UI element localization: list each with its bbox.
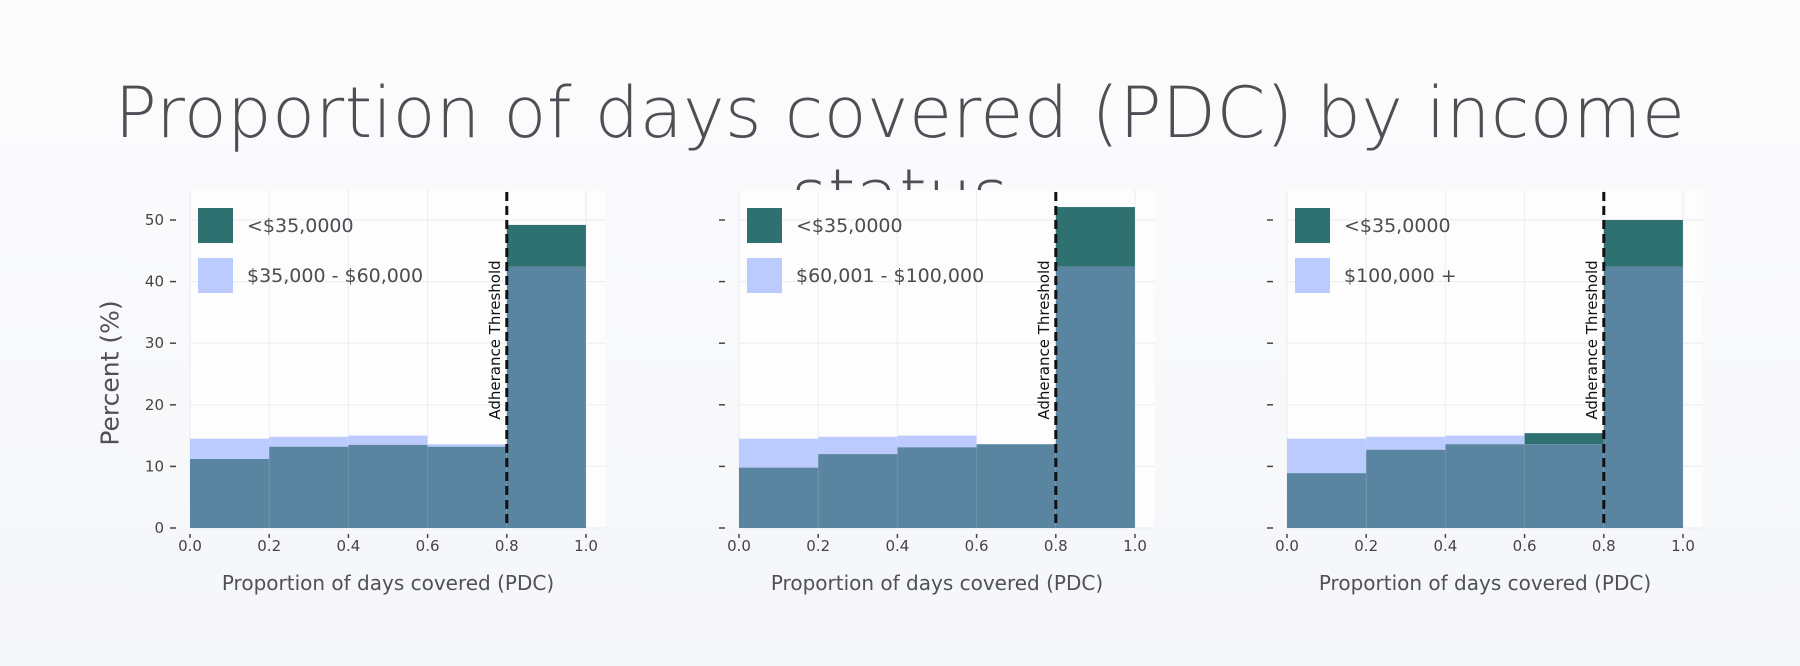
bar-overlap xyxy=(818,454,898,528)
x-tick-label: 0.4 xyxy=(336,537,360,555)
legend-label-comparison: $35,000 - $60,000 xyxy=(247,265,423,287)
bar-comparison-excess xyxy=(739,438,819,468)
bar-primary-excess xyxy=(1055,207,1135,267)
bar-primary-excess xyxy=(506,224,586,267)
x-tick-label: 0.0 xyxy=(1275,537,1299,555)
legend-swatch-comparison xyxy=(747,258,782,293)
bar-overlap xyxy=(1524,444,1604,528)
bar-primary-excess xyxy=(1603,220,1683,267)
bar-overlap xyxy=(739,467,819,528)
bar-overlap xyxy=(348,444,428,528)
x-axis-label: Proportion of days covered (PDC) xyxy=(771,571,1103,595)
bar-overlap xyxy=(427,446,507,528)
x-tick-label: 0.2 xyxy=(1354,537,1378,555)
bar-comparison-excess xyxy=(269,436,349,447)
y-tick-label: 50 xyxy=(145,211,164,229)
adherence-threshold-label: Adherance Threshold xyxy=(486,260,504,419)
bar-overlap xyxy=(269,446,349,528)
panel-3: Adherance Threshold 0.0 0.2 0.4 0.6 0.8 1.0 Pro… xyxy=(1267,190,1703,595)
bar-overlap xyxy=(506,266,586,528)
x-tick-label: 0.4 xyxy=(885,537,909,555)
bar-overlap xyxy=(1287,473,1367,528)
legend-swatch-primary xyxy=(1295,208,1330,243)
legend-label-primary: <$35,0000 xyxy=(1344,215,1451,237)
legend-swatch-primary xyxy=(747,208,782,243)
bar-primary-excess xyxy=(1524,433,1604,445)
legend: <$35,0000 $60,001 - $100,000 xyxy=(747,208,984,293)
bar-overlap xyxy=(976,444,1056,528)
y-tick-label: 30 xyxy=(145,334,164,352)
panel-1: Adherance Threshold 0 10 20 30 40 50 0.0 0.2 0.4 0… xyxy=(145,190,606,595)
legend-label-primary: <$35,0000 xyxy=(796,215,903,237)
bar-overlap xyxy=(1366,449,1446,528)
bar-comparison-excess xyxy=(1445,435,1525,445)
x-tick-label: 0.8 xyxy=(495,537,519,555)
y-tick-label: 20 xyxy=(145,396,164,414)
bar-comparison-excess xyxy=(818,436,898,455)
x-tick-label: 1.0 xyxy=(574,537,598,555)
legend-swatch-comparison xyxy=(1295,258,1330,293)
bar-overlap xyxy=(1603,266,1683,528)
adherence-threshold-label: Adherance Threshold xyxy=(1583,260,1601,419)
y-tick-label: 0 xyxy=(154,519,164,537)
x-tick-label: 0.8 xyxy=(1044,537,1068,555)
legend-label-primary: <$35,0000 xyxy=(247,215,354,237)
legend: <$35,0000 $35,000 - $60,000 xyxy=(198,208,423,293)
legend-label-comparison: $60,001 - $100,000 xyxy=(796,265,984,287)
bar-overlap xyxy=(897,447,977,528)
x-tick-label: 0.6 xyxy=(965,537,989,555)
y-tick-label: 10 xyxy=(145,457,164,475)
bar-overlap xyxy=(1055,266,1135,528)
x-tick-label: 0.6 xyxy=(416,537,440,555)
x-tick-label: 0.2 xyxy=(257,537,281,555)
y-tick-label: 40 xyxy=(145,273,164,291)
x-tick-label: 0.0 xyxy=(727,537,751,555)
bar-comparison-excess xyxy=(897,435,977,448)
bar-overlap xyxy=(1445,444,1525,528)
x-tick-label: 1.0 xyxy=(1671,537,1695,555)
x-tick-label: 1.0 xyxy=(1123,537,1147,555)
bar-overlap xyxy=(190,459,270,528)
legend-label-comparison: $100,000 + xyxy=(1344,265,1457,287)
x-tick-label: 0.4 xyxy=(1433,537,1457,555)
x-axis-label: Proportion of days covered (PDC) xyxy=(222,571,554,595)
x-axis-label: Proportion of days covered (PDC) xyxy=(1319,571,1651,595)
x-tick-label: 0.6 xyxy=(1513,537,1537,555)
panel-2: Adherance Threshold 0.0 0.2 0.4 0.6 0.8 1.0 Pro… xyxy=(719,190,1155,595)
bar-comparison-excess xyxy=(348,435,428,445)
x-tick-label: 0.0 xyxy=(178,537,202,555)
bar-comparison-excess xyxy=(427,444,507,447)
legend-swatch-comparison xyxy=(198,258,233,293)
legend: <$35,0000 $100,000 + xyxy=(1295,208,1457,293)
bar-comparison-excess xyxy=(190,438,270,460)
bar-comparison-excess xyxy=(1287,438,1367,474)
x-tick-label: 0.8 xyxy=(1592,537,1616,555)
adherence-threshold-label: Adherance Threshold xyxy=(1035,260,1053,419)
legend-swatch-primary xyxy=(198,208,233,243)
bar-comparison-excess xyxy=(1366,436,1446,450)
x-tick-label: 0.2 xyxy=(806,537,830,555)
